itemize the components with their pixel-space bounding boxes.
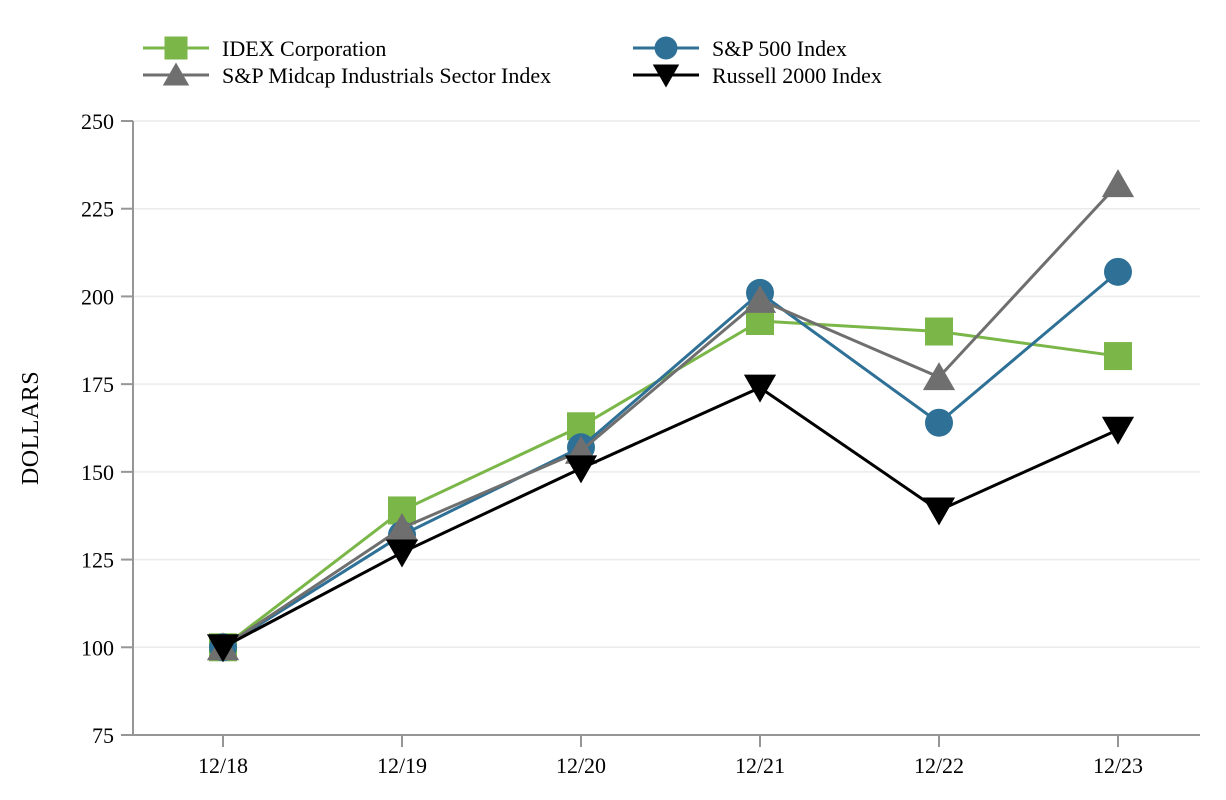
x-tick-label: 12/18	[198, 753, 248, 778]
y-tick-label: 75	[92, 723, 114, 748]
y-axis-title: DOLLARS	[18, 371, 44, 485]
legend-label: IDEX Corporation	[222, 36, 386, 61]
y-tick-label: 125	[81, 548, 114, 573]
legend-item-russell-2000-index: Russell 2000 Index	[633, 63, 882, 88]
point-sp-midcap-industrials-sector-index-12-21	[743, 284, 777, 313]
chart-legend: IDEX Corporation S&P 500 Index S&P Midcap …	[143, 36, 882, 88]
x-tick-label: 12/19	[377, 753, 427, 778]
series-line-russell-2000-index	[222, 385, 1119, 649]
point-sp-midcap-industrials-sector-index-12-23	[1101, 169, 1135, 198]
point-sp-midcap-industrials-sector-index-12-19	[385, 512, 419, 541]
point-sp-500-index-12-22	[925, 408, 953, 437]
legend-label: S&P Midcap Industrials Sector Index	[222, 63, 551, 88]
y-tick-label: 150	[81, 460, 114, 485]
legend-label: Russell 2000 Index	[712, 63, 882, 88]
x-tick-label: 12/22	[914, 753, 964, 778]
gridlines	[133, 120, 1200, 649]
y-tick-label: 225	[81, 197, 114, 222]
legend-triangle-down-icon	[652, 64, 680, 88]
point-russell-2000-index-12-22	[922, 497, 956, 526]
point-russell-2000-index-12-18	[206, 634, 240, 663]
legend-item-sp-midcap-industrials-sector-index: S&P Midcap Industrials Sector Index	[143, 62, 551, 88]
y-tick-label: 250	[81, 109, 114, 134]
legend-square-icon	[164, 36, 188, 60]
y-tick-label: 175	[81, 372, 114, 397]
legend-circle-icon	[654, 36, 678, 60]
series-sp-midcap-industrials-sector-index	[206, 169, 1135, 661]
point-sp-500-index-12-23	[1104, 257, 1132, 286]
series-line-sp-midcap-industrials-sector-index	[222, 183, 1120, 649]
axes: 75 100 125 150 175 200 225 250 12/18 12/19 12/20 12…	[81, 109, 1200, 778]
point-russell-2000-index-12-19	[385, 539, 419, 568]
series-russell-2000-index	[206, 374, 1135, 663]
point-russell-2000-index-12-20	[564, 455, 598, 484]
x-tick-label: 12/23	[1093, 753, 1143, 778]
point-russell-2000-index-12-21	[743, 374, 777, 403]
series-idex-corporation	[209, 306, 1132, 662]
legend-item-idex-corporation: IDEX Corporation	[143, 36, 386, 61]
x-tick-label: 12/20	[556, 753, 606, 778]
point-russell-2000-index-12-23	[1101, 416, 1135, 445]
legend-label: S&P 500 Index	[712, 36, 847, 61]
point-idex-corporation-12-22	[925, 317, 953, 346]
x-tick-label: 12/21	[735, 753, 785, 778]
y-tick-label: 200	[81, 284, 114, 309]
legend-item-sp-500-index: S&P 500 Index	[633, 36, 847, 61]
series-line-sp-500-index	[222, 270, 1119, 649]
point-idex-corporation-12-23	[1104, 342, 1132, 371]
legend-triangle-up-icon	[162, 62, 190, 86]
y-tick-label: 100	[81, 635, 114, 660]
point-sp-midcap-industrials-sector-index-12-22	[922, 362, 956, 391]
